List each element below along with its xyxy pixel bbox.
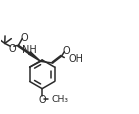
Text: OH: OH <box>68 54 83 64</box>
Text: O: O <box>63 46 70 56</box>
Polygon shape <box>28 52 41 62</box>
Text: CH₃: CH₃ <box>52 95 69 104</box>
Text: O: O <box>38 94 46 104</box>
Text: NH: NH <box>22 45 37 55</box>
Text: O: O <box>8 44 16 54</box>
Text: O: O <box>21 32 28 42</box>
